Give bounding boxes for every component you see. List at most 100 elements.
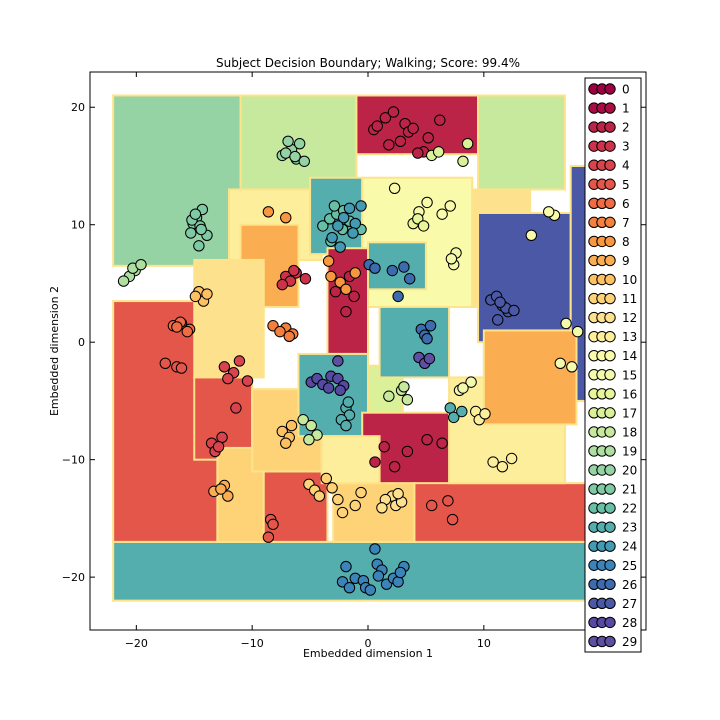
point-class-5-5 <box>267 518 279 530</box>
point-class-14-4 <box>444 200 456 212</box>
point-class-24-7 <box>334 241 346 253</box>
legend-item-19: 19 <box>588 444 637 458</box>
point-class-25-4 <box>369 543 381 555</box>
point-class-3-5 <box>276 278 288 291</box>
decision-regions <box>112 94 601 602</box>
point-class-3-4 <box>288 264 300 277</box>
legend-marker <box>604 388 616 400</box>
legend-item-9: 9 <box>588 254 630 268</box>
legend-label: 6 <box>622 197 630 211</box>
legend: 0123456789101112131415161718192021222324… <box>584 77 642 653</box>
legend-item-11: 11 <box>588 292 637 306</box>
point-class-24-6 <box>326 231 338 244</box>
point-class-27-6 <box>508 304 520 317</box>
decision-region-5 <box>477 94 566 191</box>
point-class-21-8 <box>189 208 202 220</box>
point-class-14-3 <box>436 208 448 220</box>
point-class-26-4 <box>392 290 404 303</box>
point-class-15-4 <box>571 325 584 338</box>
point-class-22-0 <box>317 220 329 232</box>
point-class-5-0 <box>159 357 171 370</box>
point-class-12-3 <box>376 502 388 514</box>
legend-label: 19 <box>622 444 637 458</box>
point-class-4-4 <box>241 375 254 387</box>
point-class-23-5 <box>444 402 456 414</box>
legend-label: 26 <box>622 578 637 592</box>
legend-marker <box>604 83 616 95</box>
point-class-2-22 <box>388 461 401 473</box>
legend-label: 15 <box>622 368 637 382</box>
legend-item-27: 27 <box>588 597 637 611</box>
point-class-4-0 <box>218 361 231 373</box>
legend-item-28: 28 <box>588 616 637 630</box>
data-points <box>117 106 584 596</box>
point-class-23-6 <box>448 411 460 424</box>
point-class-13-5 <box>487 456 499 468</box>
point-class-7-4 <box>274 325 286 338</box>
point-class-12-5 <box>392 488 404 500</box>
x-tick-label: −10 <box>241 637 264 650</box>
point-class-6-4 <box>181 325 194 338</box>
point-class-18-1 <box>305 419 317 432</box>
point-class-18-0 <box>297 414 309 426</box>
point-class-2-11 <box>422 132 434 144</box>
legend-item-17: 17 <box>588 406 637 420</box>
legend-label: 1 <box>622 102 630 116</box>
point-class-25-15 <box>394 566 407 579</box>
point-class-25-11 <box>372 570 385 582</box>
legend-marker <box>604 178 616 190</box>
point-class-4-2 <box>222 372 234 385</box>
point-class-14-7 <box>543 206 555 218</box>
point-class-27-5 <box>494 296 506 308</box>
point-class-5-6 <box>426 499 438 512</box>
legend-marker <box>604 311 616 324</box>
point-class-7-3 <box>283 330 295 343</box>
legend-item-24: 24 <box>588 540 637 554</box>
legend-marker <box>604 483 616 495</box>
legend-item-3: 3 <box>588 140 630 154</box>
point-class-16-2 <box>417 220 430 232</box>
point-class-19-2 <box>117 275 130 287</box>
point-class-8-1 <box>280 211 292 224</box>
point-class-15-6 <box>554 357 566 370</box>
legend-item-21: 21 <box>588 483 637 497</box>
y-tick-label: −20 <box>62 571 85 584</box>
point-class-10-7 <box>285 419 298 432</box>
x-tick-label: 10 <box>477 637 491 650</box>
point-class-10-3 <box>201 288 213 300</box>
point-class-15-2 <box>445 253 458 265</box>
decision-region-0 <box>112 540 601 602</box>
point-class-15-5 <box>566 361 578 373</box>
legend-marker <box>604 521 616 533</box>
legend-box <box>584 77 642 653</box>
point-class-21-6 <box>193 240 205 252</box>
point-class-2-21 <box>369 456 381 468</box>
y-tick-label: 20 <box>71 101 85 114</box>
point-class-24-4 <box>332 220 344 232</box>
legend-label: 20 <box>622 464 637 478</box>
point-class-2-6 <box>387 106 400 118</box>
point-class-11-6 <box>349 499 361 512</box>
legend-item-14: 14 <box>588 349 637 363</box>
legend-label: 24 <box>622 540 637 554</box>
point-class-11-2 <box>313 490 326 502</box>
point-class-8-6 <box>340 283 352 296</box>
legend-item-7: 7 <box>588 216 630 230</box>
point-class-11-8 <box>355 486 367 499</box>
point-class-25-7 <box>364 584 377 596</box>
legend-label: 27 <box>622 597 637 611</box>
point-class-13-4 <box>496 461 509 473</box>
decision-region-13 <box>326 247 370 355</box>
point-class-2-9 <box>434 114 446 126</box>
point-class-24-3 <box>355 200 367 212</box>
decision-region-11 <box>477 211 572 344</box>
legend-marker <box>604 254 616 267</box>
point-class-25-13 <box>392 576 404 588</box>
point-class-24-2 <box>349 217 361 230</box>
point-class-18-6 <box>401 394 414 406</box>
point-class-26-9 <box>421 332 433 345</box>
legend-label: 8 <box>622 235 630 249</box>
legend-marker <box>604 235 616 248</box>
